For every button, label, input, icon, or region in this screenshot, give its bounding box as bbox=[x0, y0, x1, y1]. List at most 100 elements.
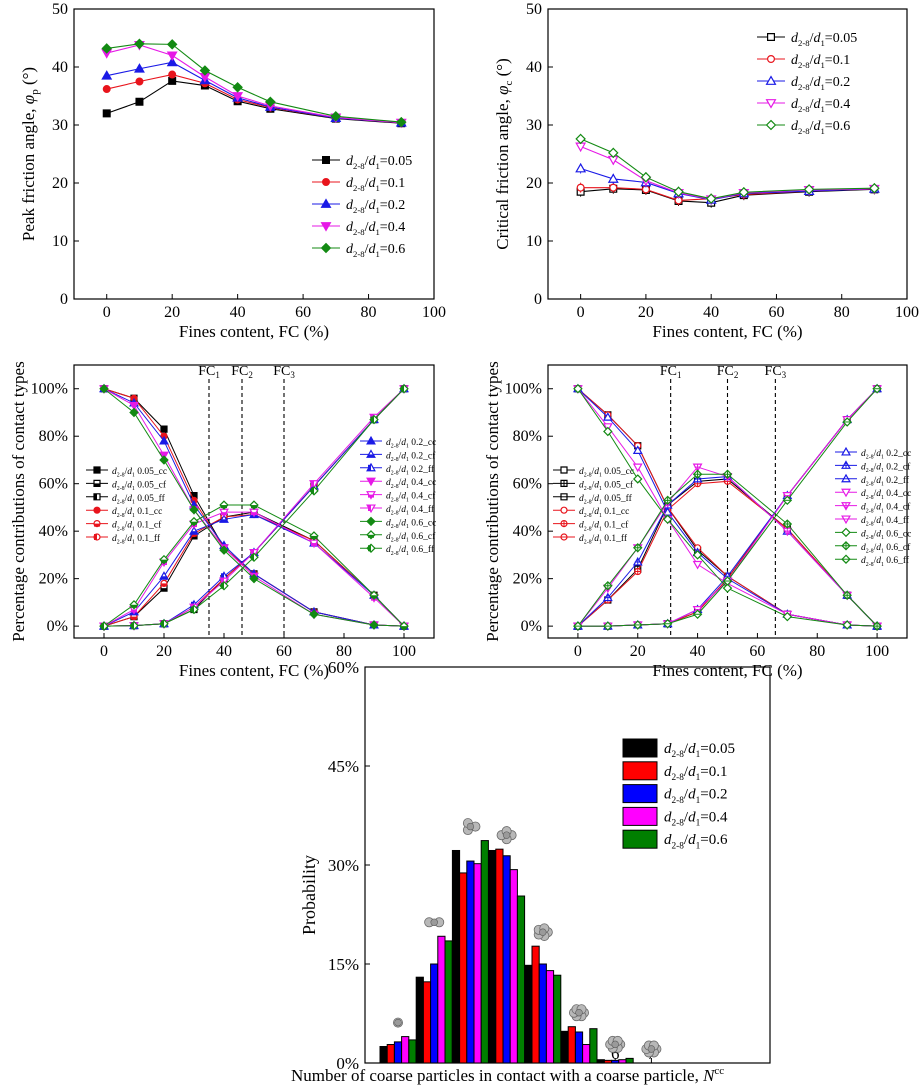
critical-ytick-label: 50 bbox=[526, 1, 542, 18]
probability-bar bbox=[502, 855, 511, 1064]
probability-bar bbox=[444, 940, 453, 1064]
contacts-right-legend-marker bbox=[560, 506, 568, 514]
contacts-right-xtick-label: 40 bbox=[690, 643, 706, 660]
contacts-right-legend-label: d2-8/d1 0.1_ff bbox=[579, 533, 628, 546]
peak-legend-marker bbox=[320, 242, 332, 254]
critical-point bbox=[609, 183, 618, 192]
contacts-left-point bbox=[369, 620, 379, 630]
contacts-left-legend-marker bbox=[93, 466, 101, 474]
contacts-right-legend-marker bbox=[560, 493, 568, 501]
contacts-left-legend-marker bbox=[366, 543, 376, 553]
contacts-right-point bbox=[662, 619, 673, 629]
contacts-right-point bbox=[782, 519, 793, 529]
contacts-left-legend-label: d2-8/d1 0.4_cf bbox=[386, 491, 436, 504]
contacts-right-legend-label: d2-8/d1 0.6_ff bbox=[861, 555, 910, 568]
contacts-left-point bbox=[189, 526, 199, 535]
peak-point bbox=[396, 116, 407, 128]
probability-xlabel: Number of coarse particles in contact wi… bbox=[291, 1065, 724, 1085]
peak-xlabel: Fines content, FC (%) bbox=[179, 322, 329, 341]
critical-xtick-label: 40 bbox=[703, 304, 719, 321]
critical-ytick-label: 20 bbox=[526, 175, 542, 192]
contacts-left-ytick-label: 80% bbox=[39, 428, 68, 445]
peak-series bbox=[102, 70, 406, 127]
contacts-right-point bbox=[633, 620, 643, 630]
contacts-left-point bbox=[309, 609, 319, 620]
contacts-right-legend-marker bbox=[841, 446, 851, 456]
contacts-left-legend-marker bbox=[366, 462, 376, 472]
peak-point bbox=[330, 111, 342, 122]
critical-series bbox=[575, 141, 880, 205]
contacts-right-point bbox=[573, 383, 583, 394]
critical-series bbox=[575, 133, 880, 204]
peak-xtick-label: 60 bbox=[295, 304, 311, 321]
contacts-right-frame bbox=[547, 364, 908, 639]
critical-legend-label: d2-8/d1=0.05 bbox=[791, 31, 857, 48]
contacts-right-ytick-label: 20% bbox=[513, 571, 542, 588]
peak-point bbox=[168, 70, 177, 79]
probability-bar bbox=[574, 1031, 584, 1064]
contacts-right-fc-label: FC1 bbox=[660, 364, 682, 380]
contacts-right-point bbox=[692, 609, 703, 620]
contacts-right-legend-marker bbox=[841, 473, 851, 483]
contacts-right-legend-marker bbox=[560, 520, 568, 528]
critical-legend-marker bbox=[765, 99, 777, 109]
critical-legend-label: d2-8/d1=0.4 bbox=[791, 97, 850, 114]
peak-ytick-label: 10 bbox=[52, 233, 68, 250]
contacts-right-legend-marker bbox=[560, 533, 568, 541]
probability-legend-swatch bbox=[622, 761, 658, 781]
contacts-left-point bbox=[160, 425, 168, 433]
contacts-right-ylabel: Percentage contributions of contact type… bbox=[483, 361, 502, 641]
critical-legend: d2-8/d1=0.05 d2-8/d1=0.1 d2-8/d1=0.2 d2-8/d… bbox=[757, 31, 857, 136]
contacts-left-point bbox=[99, 621, 109, 631]
contacts-left-point bbox=[399, 621, 409, 631]
contacts-left-ylabel: Percentage contributions of contact type… bbox=[9, 361, 28, 641]
contacts-left-xtick-label: 40 bbox=[216, 643, 232, 660]
critical-point bbox=[641, 185, 650, 194]
critical-legend-marker bbox=[766, 55, 776, 63]
probability-bar bbox=[553, 974, 562, 1064]
probability-legend-label: d2-8/d1=0.6 bbox=[664, 832, 728, 851]
contacts-right-point bbox=[722, 469, 733, 479]
probability-bar bbox=[560, 1030, 569, 1064]
contacts-right-series bbox=[573, 383, 882, 631]
contacts-right-point bbox=[782, 611, 793, 622]
critical-legend-marker bbox=[765, 119, 777, 131]
contacts-left-legend-marker bbox=[93, 493, 101, 501]
contacts-left-point bbox=[159, 571, 169, 580]
peak-ytick-label: 40 bbox=[52, 59, 68, 76]
contacts-left-fc-label: FC2 bbox=[231, 364, 253, 380]
peak-point bbox=[102, 109, 111, 118]
contacts-right-legend-marker bbox=[841, 488, 851, 498]
critical-legend-marker bbox=[767, 33, 775, 41]
contacts-right-series-line bbox=[577, 466, 878, 627]
critical-point bbox=[575, 133, 586, 145]
peak-point bbox=[166, 51, 178, 62]
critical-point bbox=[576, 183, 585, 192]
peak-ytick-label: 50 bbox=[52, 1, 68, 18]
contacts-left-point bbox=[129, 401, 139, 411]
probability-bar bbox=[480, 840, 489, 1064]
peak-point bbox=[166, 39, 178, 50]
critical-xtick-label: 100 bbox=[895, 304, 919, 321]
peak-series-line bbox=[106, 61, 402, 124]
contacts-right-xtick-label: 60 bbox=[749, 643, 765, 660]
contacts-left-point bbox=[189, 604, 199, 615]
probability-ytick-label: 30% bbox=[328, 856, 359, 875]
probability-bar bbox=[393, 1041, 403, 1064]
probability-bar bbox=[524, 964, 533, 1064]
contacts-left-point bbox=[189, 516, 199, 527]
contacts-right-point bbox=[782, 495, 793, 506]
critical-point bbox=[869, 182, 880, 194]
peak-ytick-label: 0 bbox=[60, 291, 68, 308]
contacts-left-point bbox=[159, 435, 169, 445]
contacts-left-ytick-label: 40% bbox=[39, 523, 68, 540]
contacts-right-point bbox=[722, 576, 733, 586]
contacts-right-point bbox=[632, 445, 643, 454]
contacts-left-point bbox=[219, 514, 229, 523]
probability-legend-label: d2-8/d1=0.1 bbox=[664, 764, 727, 783]
contacts-left-legend-marker bbox=[366, 516, 376, 527]
probability-legend-swatch bbox=[622, 829, 658, 849]
probability-legend: d2-8/d1=0.05 d2-8/d1=0.1 d2-8/d1=0.2 d2-8/d… bbox=[622, 738, 735, 851]
